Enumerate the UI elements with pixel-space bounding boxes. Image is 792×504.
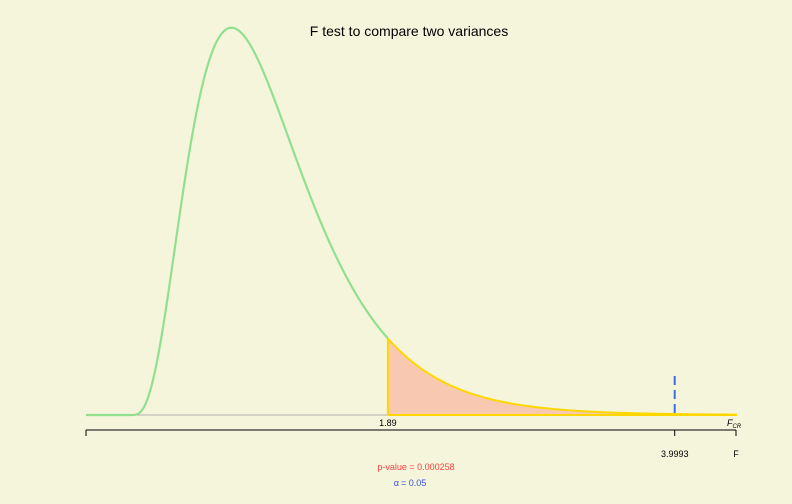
chart-title: F test to compare two variances	[310, 23, 508, 39]
x-axis-end-label: F	[733, 449, 739, 459]
rejection-region-curve	[387, 337, 737, 416]
rejection-region-area	[387, 338, 736, 415]
observed-statistic-label: 3.9993	[661, 449, 689, 459]
alpha-value: = 0.05	[401, 478, 426, 488]
alpha-label: α = 0.05	[394, 478, 426, 488]
f-critical-label: FCR	[727, 418, 742, 430]
critical-value-label: 1.89	[379, 418, 397, 428]
alpha-symbol: α	[394, 478, 399, 488]
p-value-label: p-value = 0.000258	[377, 462, 454, 472]
density-curve	[86, 26, 389, 417]
f-critical-symbol: F	[727, 418, 733, 428]
f-critical-subscript: CR	[733, 424, 742, 430]
x-axis	[85, 429, 737, 436]
density-layer	[86, 26, 737, 417]
